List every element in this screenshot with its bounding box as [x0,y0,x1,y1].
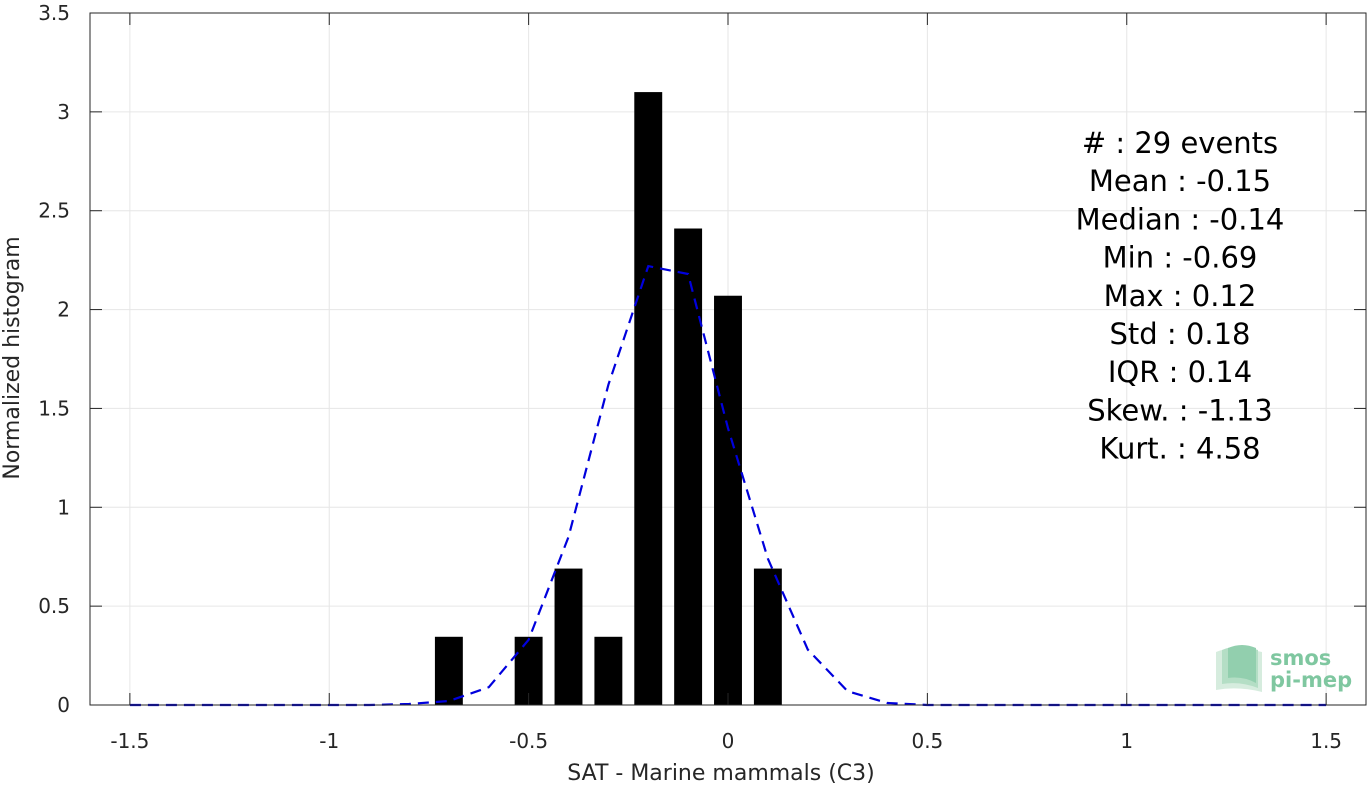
y-axis-label: Normalized histogram [0,236,25,479]
stat-line: Max : 0.12 [1104,279,1257,313]
stat-line: Min : -0.69 [1103,241,1258,275]
y-tick-label: 2 [57,298,70,322]
bars [434,92,782,706]
grid [90,12,1366,706]
x-tick-label: 0 [722,729,735,753]
logo-text-line2: pi-mep [1270,668,1352,692]
histogram-bar [753,568,782,705]
histogram-bar [674,228,703,705]
tick-labels: -1.5 -1 -0.5 0 0.5 1 1.5 0 0.5 1 1.5 2 2.5 3 3.5 [38,1,1342,753]
y-tick-label: 1 [57,495,70,519]
stats-annotation: # : 29 events Mean : -0.15 Median : -0.14 M… [1076,126,1285,466]
stat-line: IQR : 0.14 [1108,355,1252,389]
x-axis-label: SAT - Marine mammals (C3) [567,761,875,785]
y-tick-label: 0 [57,693,70,717]
y-tick-label: 3.5 [38,1,70,25]
y-tick-label: 2.5 [38,199,70,223]
stat-line: Kurt. : 4.58 [1099,432,1260,466]
stat-line: Median : -0.14 [1076,202,1285,236]
stat-line: # : 29 events [1082,126,1278,160]
x-tick-label: -0.5 [509,729,548,753]
histogram-bar [594,636,623,705]
axes [89,12,1367,706]
stat-line: Mean : -0.15 [1089,164,1271,198]
y-tick-label: 3 [57,100,70,124]
stat-line: Std : 0.18 [1110,317,1251,351]
logo-text-line1: smos [1270,646,1331,670]
histogram-bar [634,92,663,706]
stat-line: Skew. : -1.13 [1087,393,1273,427]
y-tick-label: 1.5 [38,396,70,420]
x-tick-label: 1.5 [1310,729,1342,753]
x-tick-label: 0.5 [911,729,943,753]
logo-wave-icon [1216,645,1262,692]
x-tick-label: 1 [1120,729,1133,753]
x-tick-label: -1.5 [110,729,149,753]
x-tick-label: -1 [319,729,339,753]
smos-pi-mep-logo: smos pi-mep [1216,645,1352,692]
histogram-bar [554,568,583,705]
histogram-bar [714,295,742,705]
histogram-bar [434,636,463,705]
y-tick-label: 0.5 [38,594,70,618]
